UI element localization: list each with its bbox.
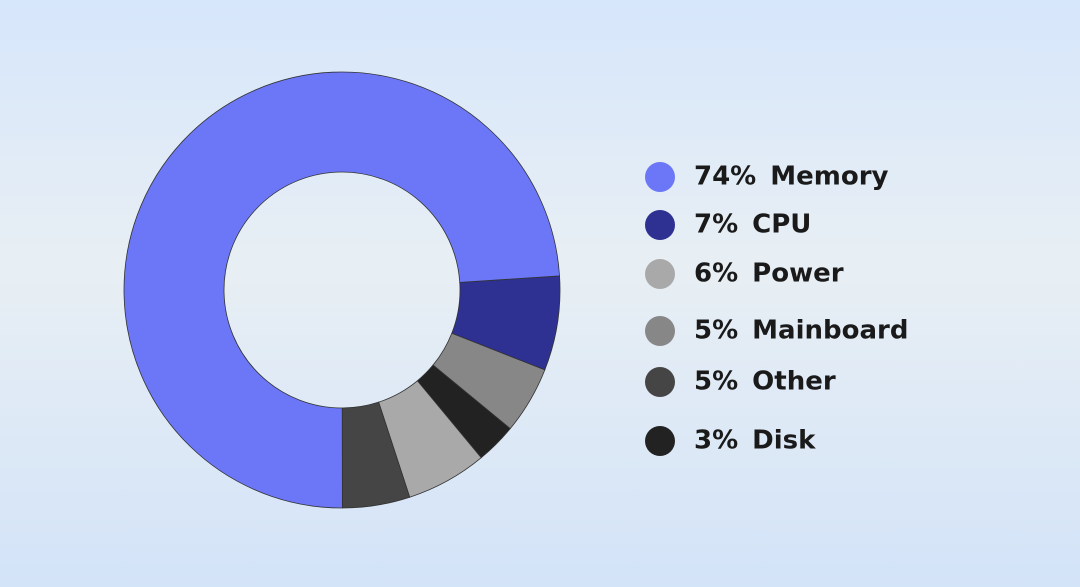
legend-swatch bbox=[645, 316, 675, 346]
donut-slice bbox=[123, 71, 560, 509]
legend-label: Disk bbox=[752, 426, 816, 456]
legend-swatch bbox=[645, 210, 675, 240]
legend-value: 7% bbox=[694, 210, 738, 240]
legend-value: 5% bbox=[694, 367, 738, 397]
legend-value: 5% bbox=[694, 316, 738, 346]
legend-label: Power bbox=[752, 259, 844, 289]
legend-swatch bbox=[645, 162, 675, 192]
legend-swatch bbox=[645, 367, 675, 397]
legend-swatch bbox=[645, 426, 675, 456]
legend-value: 74% bbox=[694, 162, 756, 192]
legend-label: Memory bbox=[770, 162, 888, 192]
legend-label: Other bbox=[752, 367, 836, 397]
legend-value: 3% bbox=[694, 426, 738, 456]
legend-swatch bbox=[645, 259, 675, 289]
legend-value: 6% bbox=[694, 259, 738, 289]
legend-label: CPU bbox=[752, 210, 811, 240]
legend-label: Mainboard bbox=[752, 316, 908, 346]
